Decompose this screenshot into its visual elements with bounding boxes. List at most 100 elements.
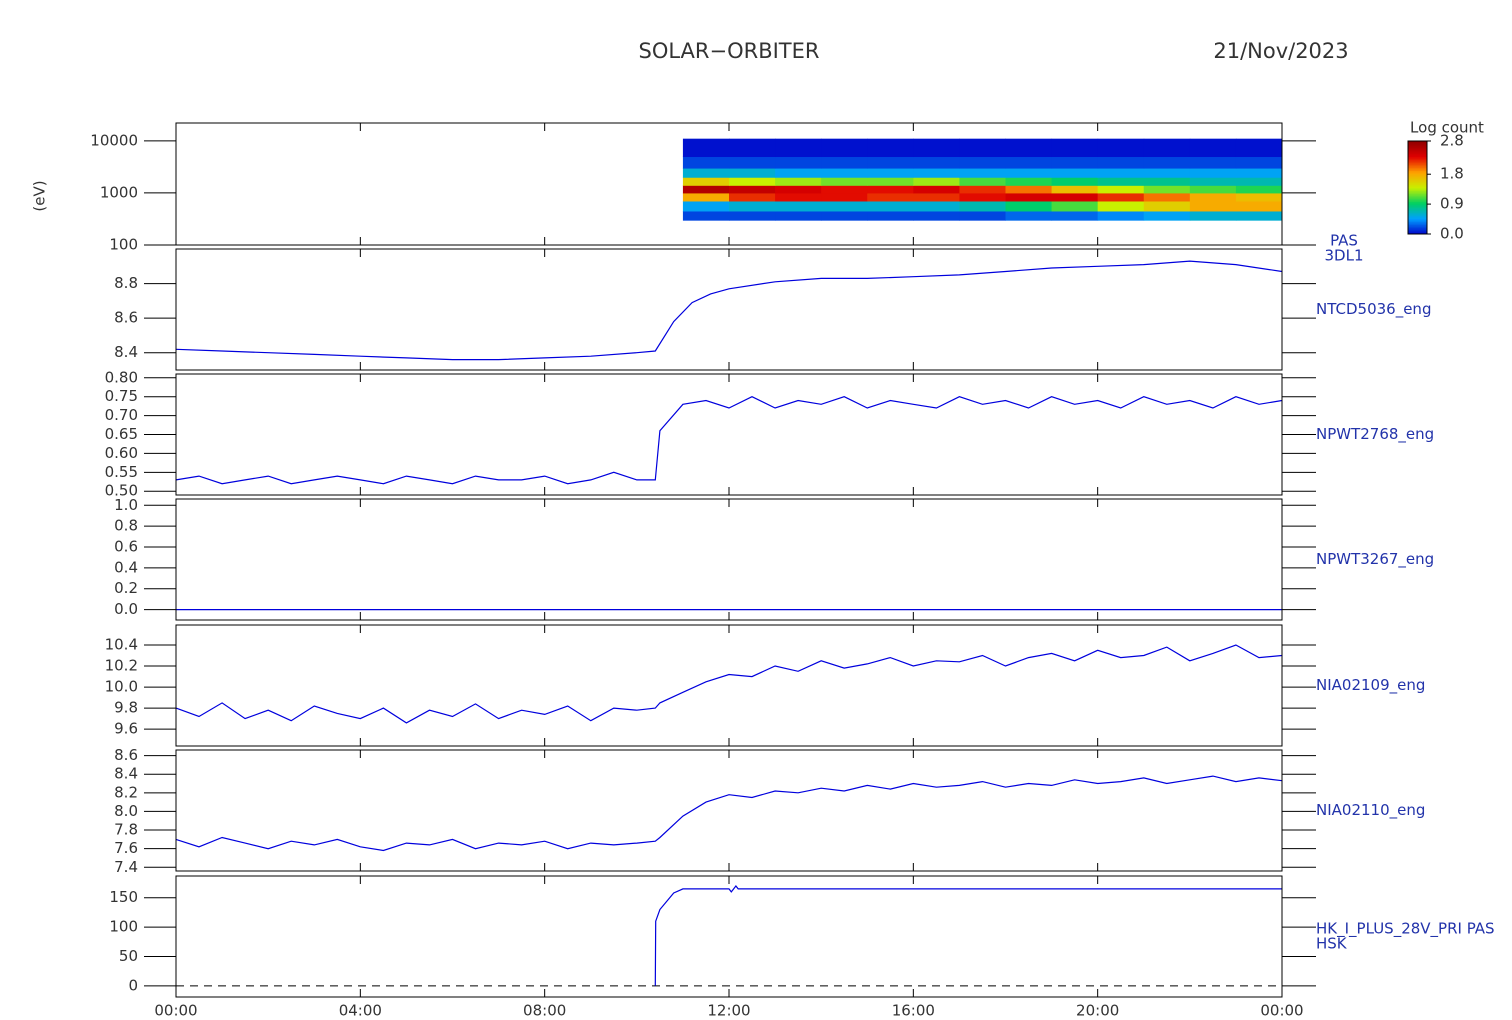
colorbar-cell xyxy=(1408,162,1427,165)
colorbar-cell xyxy=(1408,172,1427,175)
y-tick-label: 0.60 xyxy=(105,444,138,462)
colorbar-cell xyxy=(1408,185,1427,188)
heatmap-cell xyxy=(1189,210,1237,221)
panel-frame xyxy=(175,875,1283,998)
y-tick-label: 0.8 xyxy=(114,517,138,535)
colorbar-cell xyxy=(1408,220,1427,223)
heatmap-cell xyxy=(867,138,914,158)
colorbar-cell xyxy=(1408,218,1427,221)
heatmap-cell xyxy=(821,156,868,169)
colorbar-cell xyxy=(1408,230,1427,233)
heatmap-cell xyxy=(729,192,776,202)
heatmap-cell xyxy=(821,200,868,212)
heatmap-cell xyxy=(1143,200,1191,212)
heatmap-cell xyxy=(867,185,914,194)
heatmap-cell xyxy=(1005,138,1053,158)
heatmap-cell xyxy=(1143,168,1191,178)
y-tick-label: 0.80 xyxy=(105,368,138,386)
colorbar-cell xyxy=(1408,221,1427,224)
y-tick-label: 10000 xyxy=(90,131,138,149)
y-tick-label: 10.4 xyxy=(105,635,138,653)
y-tick-label: 0.75 xyxy=(105,387,138,405)
y-tick-label: 8.2 xyxy=(114,783,138,801)
y-tick-label: 8.6 xyxy=(114,309,138,327)
heatmap-cell xyxy=(913,177,960,186)
y-tick-label: 0.4 xyxy=(114,558,138,576)
colorbar-cell xyxy=(1408,199,1427,202)
colorbar-cell xyxy=(1408,196,1427,199)
colorbar-cell xyxy=(1408,224,1427,227)
heatmap-cell xyxy=(1097,177,1145,186)
colorbar-cell xyxy=(1408,147,1427,150)
heatmap-cell xyxy=(1051,138,1099,158)
y-tick-label: 0.55 xyxy=(105,463,138,481)
colorbar-tick-label: 0.0 xyxy=(1440,225,1464,243)
data-line xyxy=(175,260,1283,361)
heatmap-cell xyxy=(1143,185,1191,194)
y-tick-label: 8.6 xyxy=(114,746,138,764)
heatmap-cell xyxy=(913,138,960,158)
heatmap-cell xyxy=(1051,177,1099,186)
colorbar-cell xyxy=(1408,145,1427,148)
heatmap-cell xyxy=(1189,185,1237,194)
heatmap-cell xyxy=(729,210,776,221)
y-tick-label: 10.0 xyxy=(105,678,138,696)
colorbar-cell xyxy=(1408,215,1427,218)
heatmap-cell xyxy=(1235,156,1283,169)
heatmap-cell xyxy=(1189,200,1237,212)
heatmap-cell xyxy=(1097,185,1145,194)
heatmap-cell xyxy=(1005,192,1053,202)
heatmap-cell xyxy=(682,168,730,178)
date: 21/Nov/2023 xyxy=(1213,39,1348,63)
heatmap-cell xyxy=(1189,156,1237,169)
heatmap-cell xyxy=(729,200,776,212)
colorbar-cell xyxy=(1408,210,1427,213)
x-tick-label: 16:00 xyxy=(892,1002,935,1020)
heatmap-cell xyxy=(1005,156,1053,169)
heatmap-cell xyxy=(1189,168,1237,178)
heatmap-cell xyxy=(1097,192,1145,202)
heatmap-cell xyxy=(729,138,776,158)
heatmap-cell xyxy=(959,185,1006,194)
x-tick-label: 00:00 xyxy=(1260,1002,1303,1020)
heatmap-cell xyxy=(1097,138,1145,158)
x-tick-label: 12:00 xyxy=(707,1002,750,1020)
heatmap-cell xyxy=(821,210,868,221)
colorbar-tick-label: 0.9 xyxy=(1440,195,1464,213)
heatmap-cell xyxy=(913,210,960,221)
heatmap-cell xyxy=(913,192,960,202)
heatmap-cell xyxy=(959,192,1006,202)
colorbar-cell xyxy=(1408,226,1427,229)
heatmap-cell xyxy=(959,168,1006,178)
y-tick-label: 0.6 xyxy=(114,537,138,555)
y-tick-label: 0 xyxy=(128,976,138,994)
colorbar-cell xyxy=(1408,198,1427,201)
colorbar-cell xyxy=(1408,173,1427,176)
heatmap-cell xyxy=(821,168,868,178)
y-tick-label: 1000 xyxy=(100,183,138,201)
panel-frame xyxy=(175,248,1283,371)
colorbar-cell xyxy=(1408,216,1427,219)
heatmap-cell xyxy=(682,210,730,221)
heatmap-cell xyxy=(821,185,868,194)
y-tick-label: 100 xyxy=(109,236,138,254)
heatmap-cell xyxy=(867,210,914,221)
heatmap-cell xyxy=(959,156,1006,169)
heatmap-cell xyxy=(682,192,730,202)
data-line xyxy=(654,885,1282,986)
colorbar-cell xyxy=(1408,154,1427,157)
y-tick-label: 0.70 xyxy=(105,406,138,424)
heatmap-cell xyxy=(1097,210,1145,221)
colorbar-cell xyxy=(1408,168,1427,171)
y-tick-label: 7.8 xyxy=(114,821,138,839)
panel-label: HK_I_PLUS_28V_PRI PAS xyxy=(1316,920,1495,939)
y-tick-label: 0.65 xyxy=(105,425,138,443)
heatmap-cell xyxy=(682,185,730,194)
panel-label: NPWT2768_eng xyxy=(1316,425,1434,444)
colorbar-tick-label: 1.8 xyxy=(1440,165,1464,183)
heatmap-cell xyxy=(1235,168,1283,178)
colorbar-cell xyxy=(1408,206,1427,209)
heatmap-cell xyxy=(775,185,822,194)
colorbar-cell xyxy=(1408,184,1427,187)
heatmap-cell xyxy=(1051,200,1099,212)
